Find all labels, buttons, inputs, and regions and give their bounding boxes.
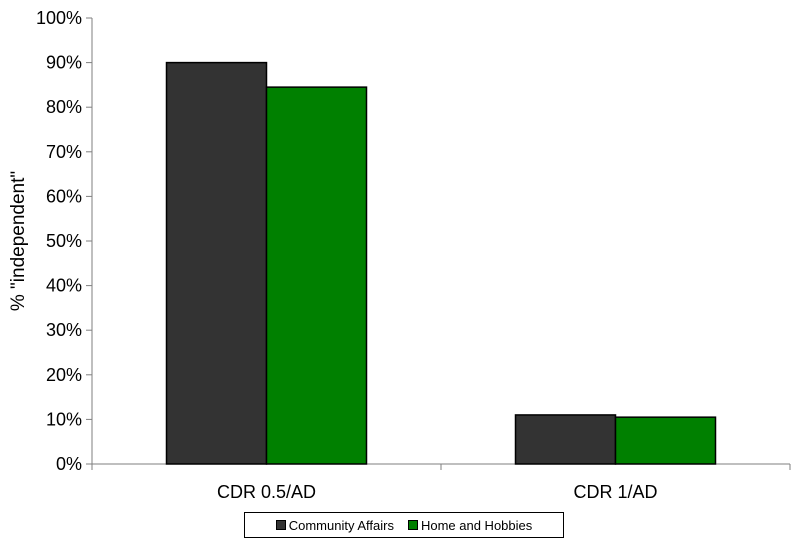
y-tick-label: 20% [46, 365, 82, 385]
y-tick-label: 50% [46, 231, 82, 251]
bar-home-and-hobbies [614, 416, 717, 465]
x-axis: CDR 0.5/AD CDR 1/AD [91, 463, 791, 502]
y-tick-label: 10% [46, 409, 82, 429]
legend: Community Affairs Home and Hobbies [244, 512, 564, 538]
legend-item-community-affairs: Community Affairs [275, 517, 394, 533]
legend-label-community-affairs: Community Affairs [288, 517, 394, 533]
x-category-label: CDR 0.5/AD [217, 482, 316, 502]
y-tick-label: 80% [46, 97, 82, 117]
y-tick-label: 70% [46, 142, 82, 162]
legend-item-home-and-hobbies: Home and Hobbies [407, 517, 533, 533]
bar-community-affairs [165, 61, 268, 465]
x-category-label: CDR 1/AD [573, 482, 657, 502]
bars [165, 61, 717, 465]
bar-community-affairs [514, 414, 617, 465]
y-tick-label: 0% [56, 454, 82, 474]
legend-label-home-and-hobbies: Home and Hobbies [420, 517, 533, 533]
y-tick-label: 100% [36, 8, 82, 28]
bar-home-and-hobbies [265, 86, 368, 465]
legend-swatch-community-affairs [275, 520, 286, 530]
y-tick-label: 40% [46, 276, 82, 296]
legend-swatch-home-and-hobbies [407, 520, 418, 530]
y-tick-label: 30% [46, 320, 82, 340]
y-axis: 0% 10% 20% 30% 40% 50% 60% 70% 80% 90% 100% [36, 8, 93, 474]
y-tick-label: 90% [46, 53, 82, 73]
y-axis-title: % "independent" [8, 171, 29, 311]
y-tick-label: 60% [46, 186, 82, 206]
